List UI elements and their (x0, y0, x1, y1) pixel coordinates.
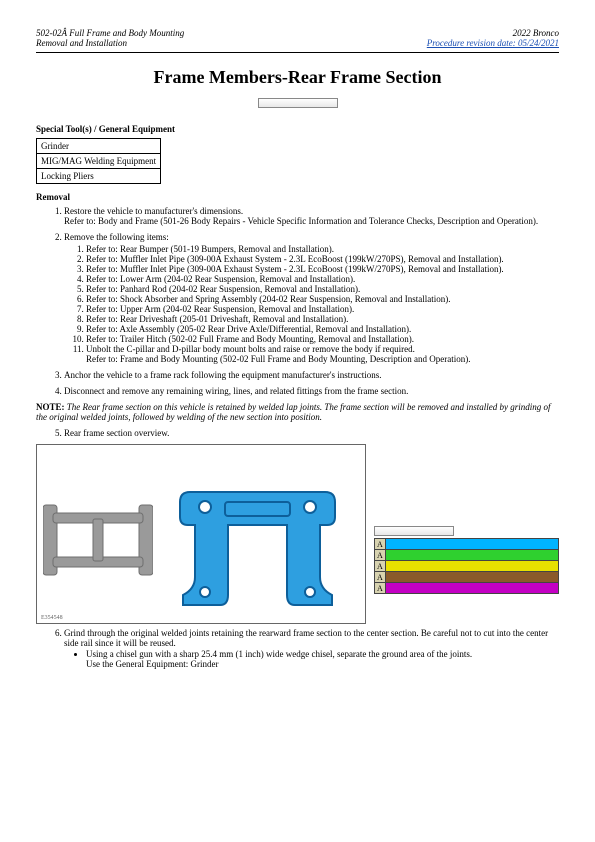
header-subsection: Removal and Installation (36, 38, 184, 48)
frame-gray-icon (43, 495, 153, 585)
legend-block: A A A A A (374, 526, 559, 594)
sub-item: Refer to: Rear Bumper (501-19 Bumpers, R… (86, 244, 559, 254)
header-model: 2022 Bronco (427, 28, 559, 38)
equip-row: Locking Pliers (37, 169, 161, 184)
step-text: Refer to: Frame and Body Mounting (502-0… (86, 354, 470, 364)
header-section: 502-02Â Full Frame and Body Mounting (36, 28, 184, 38)
removal-steps: Restore the vehicle to manufacturer's di… (36, 206, 559, 396)
step-4: Disconnect and remove any remaining wiri… (64, 386, 559, 396)
step-1: Restore the vehicle to manufacturer's di… (64, 206, 559, 226)
legend-bar (385, 572, 558, 583)
revision-date-link[interactable]: Procedure revision date: 05/24/2021 (427, 38, 559, 48)
legend-bar (385, 539, 558, 550)
step-2-subs: Refer to: Rear Bumper (501-19 Bumpers, R… (64, 244, 559, 364)
equipment-heading: Special Tool(s) / General Equipment (36, 124, 559, 134)
removal-heading: Removal (36, 192, 559, 202)
placeholder-box (258, 98, 338, 108)
bullet-item: Using a chisel gun with a sharp 25.4 mm … (86, 649, 559, 669)
removal-steps-cont2: Grind through the original welded joints… (36, 628, 559, 669)
equip-row: MIG/MAG Welding Equipment (37, 154, 161, 169)
step-3: Anchor the vehicle to a frame rack follo… (64, 370, 559, 380)
legend-label: A (375, 583, 386, 594)
note-text: The Rear frame section on this vehicle i… (36, 402, 551, 422)
step-5: Rear frame section overview. (64, 428, 559, 438)
legend-placeholder-box (374, 526, 454, 536)
step-6-bullets: Using a chisel gun with a sharp 25.4 mm … (64, 649, 559, 669)
frame-blue-icon (175, 477, 340, 612)
sub-item: Refer to: Shock Absorber and Spring Asse… (86, 294, 559, 304)
step-text: Unbolt the C-pillar and D-pillar body mo… (86, 344, 415, 354)
note-block: NOTE: The Rear frame section on this veh… (36, 402, 559, 422)
step-6: Grind through the original welded joints… (64, 628, 559, 669)
legend-label: A (375, 539, 386, 550)
removal-steps-cont: Rear frame section overview. (36, 428, 559, 438)
figure-box: E354548 (36, 444, 366, 624)
note-label: NOTE: (36, 402, 65, 412)
step-text: Using a chisel gun with a sharp 25.4 mm … (86, 649, 472, 659)
legend-bar (385, 550, 558, 561)
legend-label: A (375, 550, 386, 561)
sub-item: Refer to: Axle Assembly (205-02 Rear Dri… (86, 324, 559, 334)
header-rule (36, 52, 559, 53)
figure-id: E354548 (41, 615, 63, 621)
legend-label: A (375, 561, 386, 572)
sub-item: Refer to: Rear Driveshaft (205-01 Drives… (86, 314, 559, 324)
step-text: Restore the vehicle to manufacturer's di… (64, 206, 243, 216)
legend-table: A A A A A (374, 538, 559, 594)
legend-bar (385, 561, 558, 572)
step-text: Grind through the original welded joints… (64, 628, 548, 648)
sub-item: Refer to: Muffler Inlet Pipe (309-00A Ex… (86, 254, 559, 264)
step-text: Remove the following items: (64, 232, 169, 242)
equipment-table: Grinder MIG/MAG Welding Equipment Lockin… (36, 138, 161, 184)
legend-bar (385, 583, 558, 594)
step-text: Use the General Equipment: Grinder (86, 659, 218, 669)
step-text: Refer to: Body and Frame (501-26 Body Re… (64, 216, 538, 226)
sub-item: Refer to: Panhard Rod (204-02 Rear Suspe… (86, 284, 559, 294)
legend-label: A (375, 572, 386, 583)
sub-item: Refer to: Muffler Inlet Pipe (309-00A Ex… (86, 264, 559, 274)
sub-item: Refer to: Trailer Hitch (502-02 Full Fra… (86, 334, 559, 344)
step-2: Remove the following items: Refer to: Re… (64, 232, 559, 364)
sub-item: Unbolt the C-pillar and D-pillar body mo… (86, 344, 559, 364)
sub-item: Refer to: Lower Arm (204-02 Rear Suspens… (86, 274, 559, 284)
page-title: Frame Members-Rear Frame Section (36, 67, 559, 88)
equip-row: Grinder (37, 139, 161, 154)
sub-item: Refer to: Upper Arm (204-02 Rear Suspens… (86, 304, 559, 314)
